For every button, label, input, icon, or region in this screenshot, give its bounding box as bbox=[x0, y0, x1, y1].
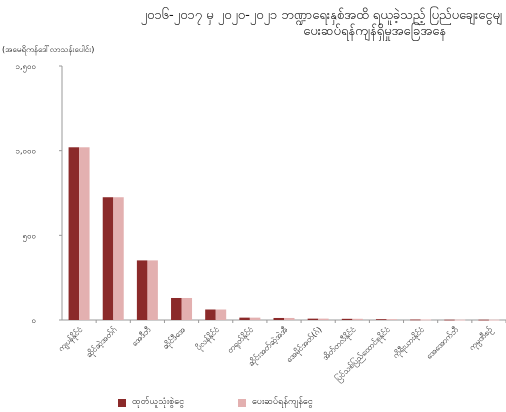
bar-2-3 bbox=[181, 297, 193, 320]
y-tick-label-0: ၀ bbox=[32, 316, 37, 325]
x-tick-label-5: တရုတ်နိုင်ငံ bbox=[225, 324, 257, 356]
legend-label-series-1: ထုတ်ယူသုံးစွဲငွေ bbox=[132, 397, 185, 407]
x-tick-label-12: ကုမ္ပဏီစဉ် bbox=[466, 324, 495, 353]
bar-1-7 bbox=[307, 318, 319, 320]
bar-2-5 bbox=[249, 317, 261, 320]
bar-2-7 bbox=[318, 318, 329, 320]
y-tick-label-1: ၅၀၀ bbox=[23, 231, 37, 242]
x-tick-label-3: ဆိုင်ဒီအေ bbox=[160, 324, 188, 352]
bar-1-3 bbox=[171, 297, 182, 320]
bar-2-2 bbox=[147, 260, 158, 320]
legend-item-series-2: ပေးဆပ်ရန်ကျန်ငွေ bbox=[238, 396, 313, 409]
x-tick-label-1: ဆိုင်ဆဲ့အတ်ဂ် bbox=[84, 324, 120, 360]
bar-1-10 bbox=[410, 319, 421, 321]
bar-1-6 bbox=[273, 317, 284, 320]
bar-1-0 bbox=[68, 147, 80, 320]
x-tick-label-0: ကျပန်နိုင်ငံ bbox=[56, 324, 86, 354]
x-tick-label-10: ကိုရီးယားနိုင်ငံ bbox=[390, 324, 427, 361]
bar-2-11 bbox=[454, 319, 466, 321]
bar-2-10 bbox=[420, 319, 432, 321]
x-tick-label-4: ပိုလန်နိုင်ငံ bbox=[193, 324, 222, 353]
bar-1-2 bbox=[136, 260, 148, 320]
y-axis-unit-label: (အမေရိကန်ဒေါ်လာသန်းပေါင်း) bbox=[2, 45, 95, 54]
legend-swatch-series-2 bbox=[238, 398, 246, 407]
legend-swatch-series-1 bbox=[118, 398, 126, 407]
bar-2-8 bbox=[352, 318, 363, 320]
chart-title-line1: ၂၀၁၆-၂၀၁၇ မှ ၂၀၂၀-၂၀၂၁ ဘဏ္ဍာရေးနှစ်အထိ ရ… bbox=[140, 8, 502, 23]
y-tick-label-3: ၁,၅၀၀ bbox=[15, 62, 36, 73]
bar-1-4 bbox=[205, 309, 216, 320]
bar-1-12 bbox=[478, 319, 489, 321]
bar-2-12 bbox=[488, 319, 500, 321]
bar-1-8 bbox=[341, 318, 353, 320]
x-tick-label-7: အေမိုင်အတ်(ဂ်) bbox=[284, 324, 325, 365]
x-tick-label-11: အေအောက်ဘီ bbox=[424, 324, 460, 360]
bar-2-0 bbox=[79, 147, 90, 320]
bar-2-4 bbox=[215, 309, 227, 320]
x-tick-label-2: အေဒီဘီ bbox=[129, 324, 153, 348]
bar-1-11 bbox=[444, 319, 455, 321]
chart-title-line2: ပေးဆပ်ရန်ကျန်ရှိမှုအခြေအနေ bbox=[303, 24, 446, 39]
bar-1-9 bbox=[375, 319, 387, 320]
legend-item-series-1: ထုတ်ယူသုံးစွဲငွေ bbox=[118, 396, 184, 409]
y-tick-label-2: ၁,၀၀၀ bbox=[15, 147, 36, 156]
bar-2-9 bbox=[386, 319, 397, 320]
bar-1-5 bbox=[239, 317, 250, 320]
legend-label-series-2: ပေးဆပ်ရန်ကျန်ငွေ bbox=[252, 397, 313, 407]
bar-2-1 bbox=[113, 197, 124, 320]
bar-1-1 bbox=[102, 197, 114, 320]
bar-2-6 bbox=[284, 317, 295, 320]
